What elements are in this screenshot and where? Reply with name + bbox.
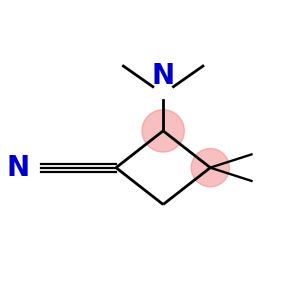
- Circle shape: [142, 110, 184, 152]
- Text: N: N: [152, 61, 175, 90]
- Circle shape: [191, 148, 230, 187]
- Text: N: N: [6, 154, 29, 182]
